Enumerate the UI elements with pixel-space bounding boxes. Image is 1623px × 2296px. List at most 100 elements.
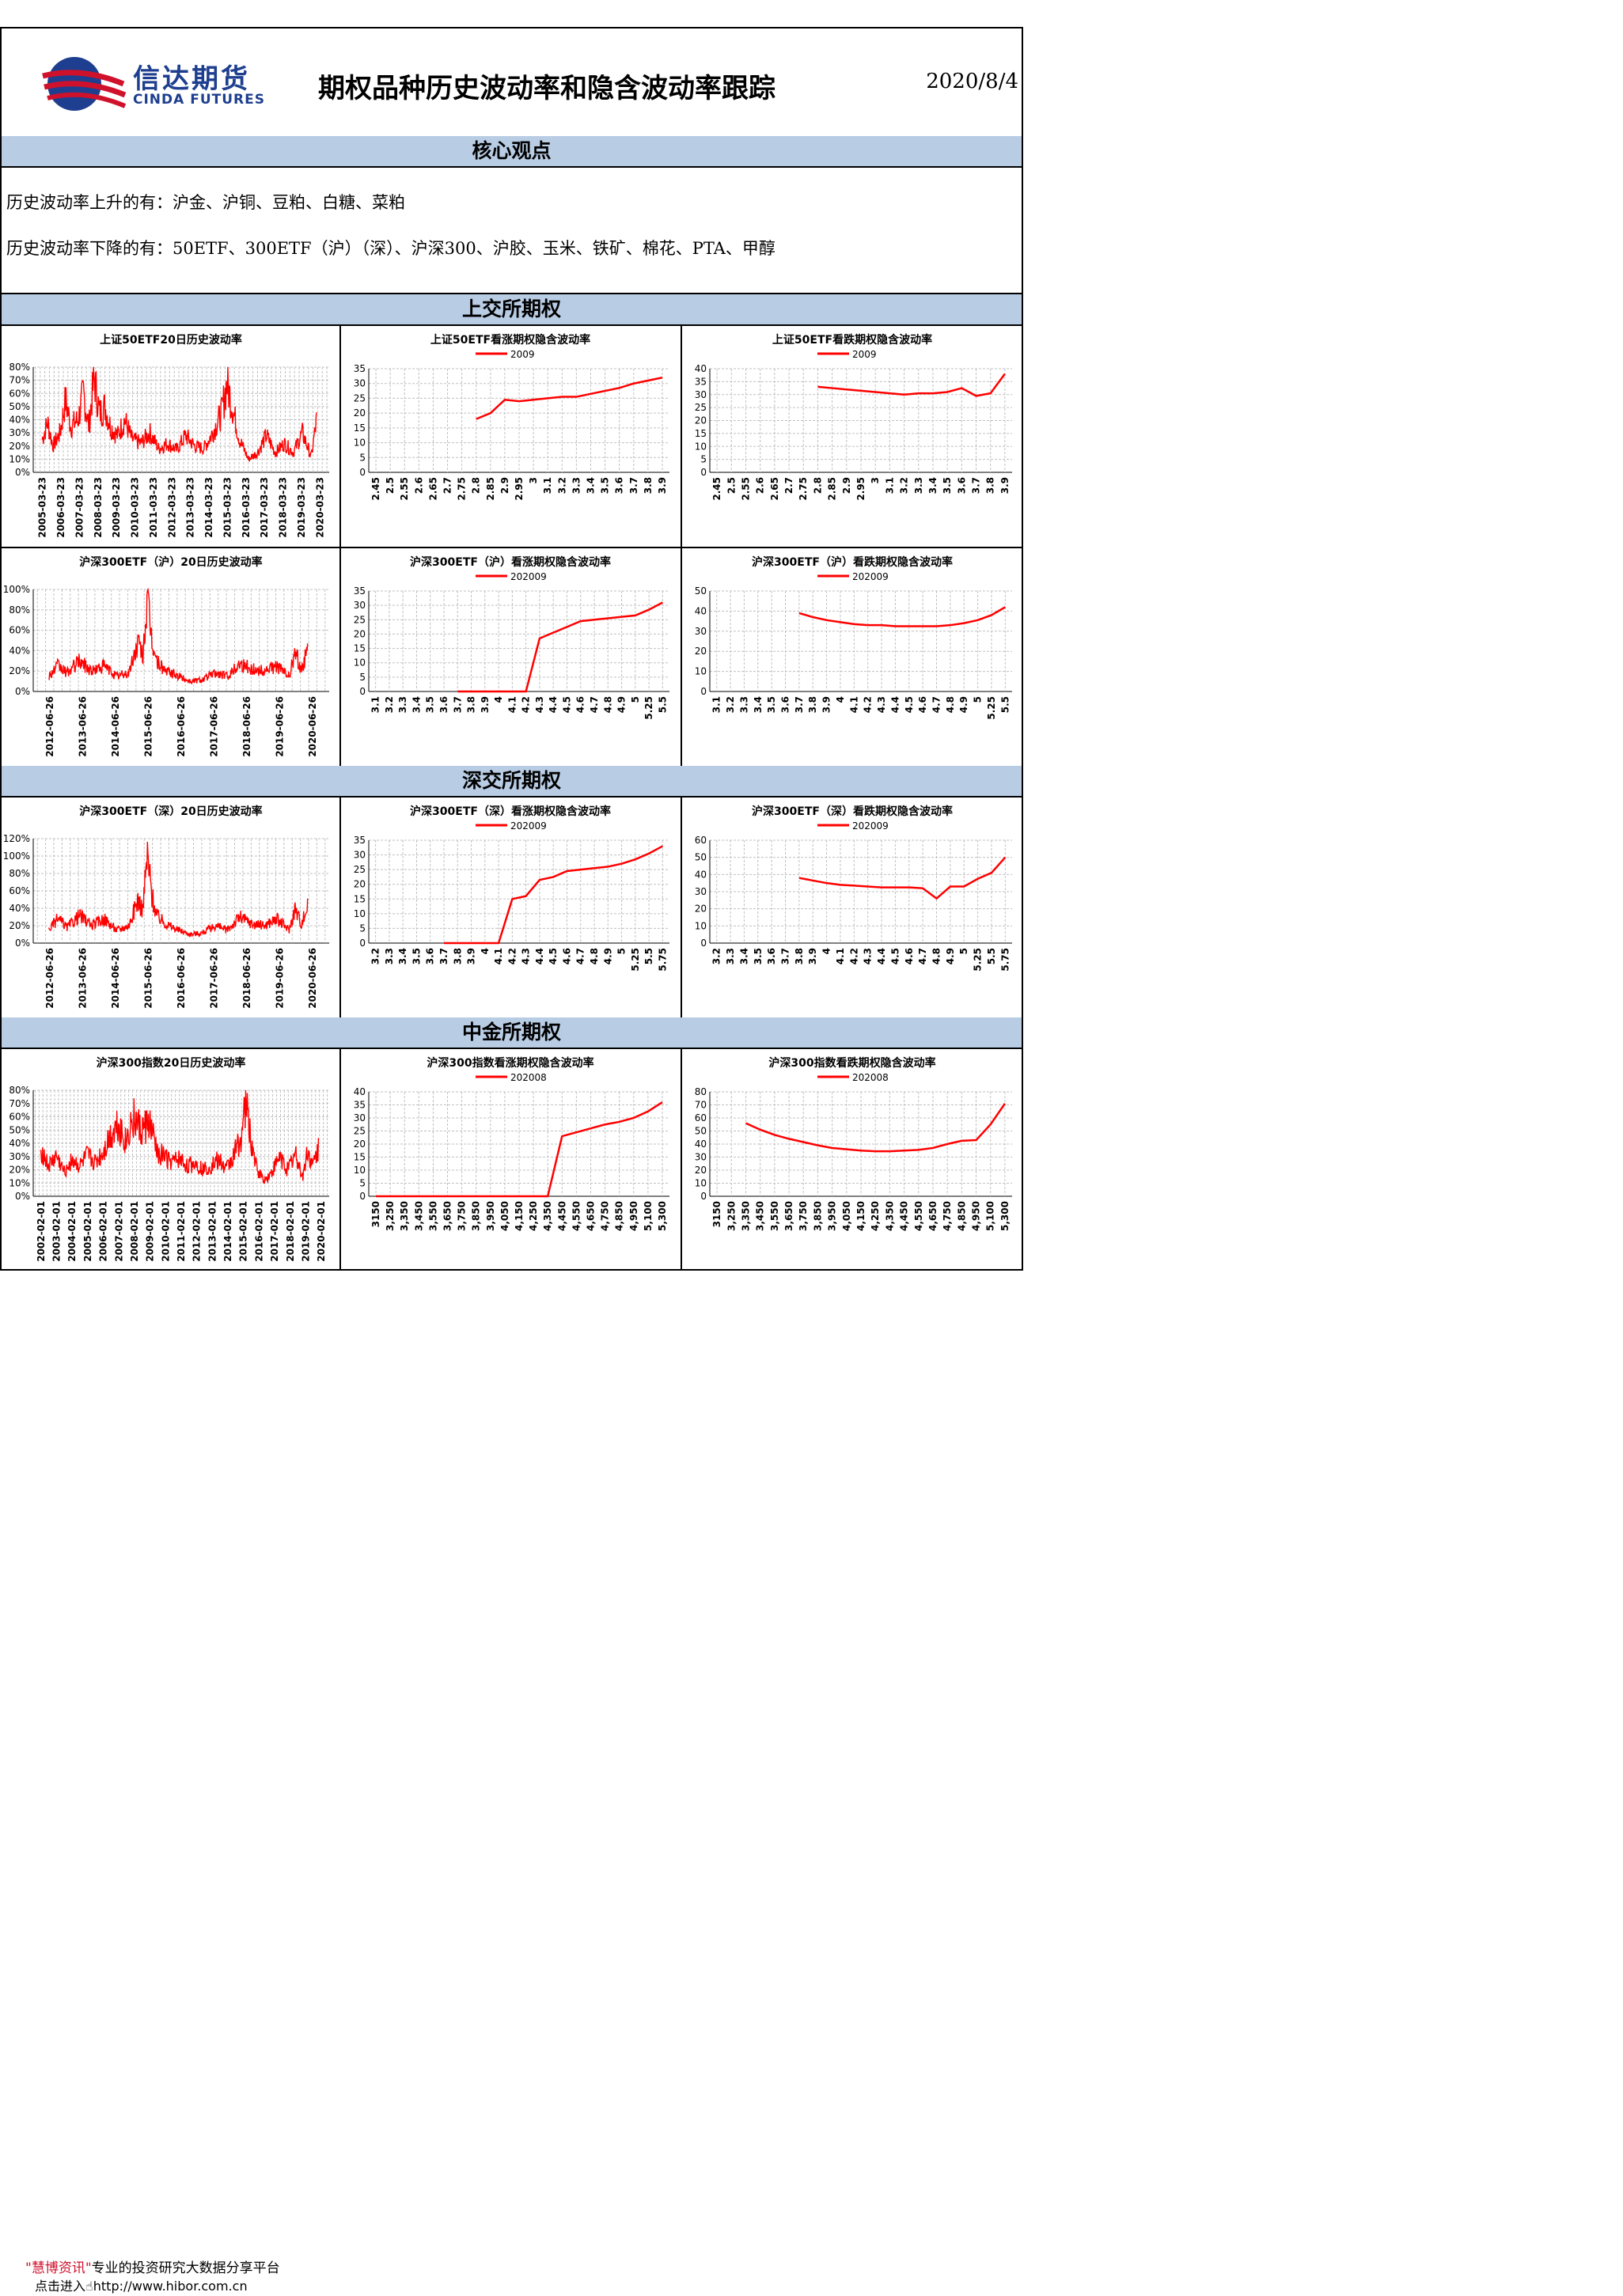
x-tick-label: 2007-03-23 [74,477,85,538]
x-tick-label: 3.1 [542,477,553,494]
x-tick-label: 2014-02-01 [222,1201,233,1262]
y-tick-label: 20% [9,665,30,676]
y-tick-label: 60% [9,625,30,636]
x-tick-label: 4,150 [514,1201,525,1231]
y-tick-label: 10 [695,1178,707,1189]
x-tick-label: 3.5 [411,948,422,964]
x-tick-label: 3.7 [780,948,791,964]
x-tick-label: 4.7 [589,696,600,713]
x-tick-label: 3.4 [397,948,408,964]
y-tick-label: 0 [359,686,366,697]
x-tick-label: 3.8 [807,696,818,713]
x-tick-label: 2.75 [457,477,468,501]
y-tick-label: 0% [15,686,30,697]
x-tick-label: 3.6 [956,477,967,494]
y-tick-label: 25 [354,864,366,875]
x-tick-label: 5.25 [630,948,641,972]
x-tick-label: 3150 [370,1201,381,1227]
x-tick-label: 2016-06-26 [176,948,187,1009]
x-tick-label: 5.25 [986,696,997,720]
y-tick-label: 15 [354,1152,366,1163]
x-tick-label: 2.95 [855,477,866,501]
x-tick-label: 4,850 [956,1201,967,1231]
x-tick-label: 3.9 [657,477,668,494]
y-tick-label: 30 [354,378,366,389]
legend-label: 2009 [510,349,535,360]
x-tick-label: 5.5 [999,696,1011,713]
x-tick-label: 4.3 [521,948,532,964]
footer-enter-label: 点击进入 [35,2279,86,2294]
x-tick-label: 4.8 [589,948,600,964]
footer-link-line: 点击进入☝http://www.hibor.com.cn [35,2275,248,2294]
x-tick-label: 3,450 [413,1201,424,1231]
y-tick-label: 20 [354,879,366,890]
x-tick-label: 4 [493,696,504,703]
y-tick-label: 100% [3,851,30,862]
cinda-logo: 信达期货 CINDA FUTURES [41,52,286,116]
y-tick-label: 50 [695,585,707,597]
x-tick-label: 2.65 [769,477,780,501]
x-tick-label: 4,650 [585,1201,596,1231]
y-tick-label: 40 [695,363,707,374]
x-tick-label: 4.8 [945,696,956,713]
chart-title: 沪深300ETF（沪）看涨期权隐含波动率 [410,555,611,569]
y-tick-label: 25 [354,1126,366,1137]
x-tick-label: 4,450 [556,1201,567,1231]
legend-label: 202008 [510,1072,547,1083]
x-tick-label: 4.2 [521,696,532,713]
x-tick-label: 5.25 [643,696,654,720]
x-tick-label: 4,050 [499,1201,510,1231]
x-tick-label: 3.7 [971,477,982,494]
x-tick-label: 4.1 [493,948,504,964]
y-tick-label: 25 [354,614,366,625]
x-tick-label: 4.5 [561,696,572,713]
y-tick-label: 60% [9,885,30,896]
x-tick-label: 4.9 [945,948,956,964]
y-tick-label: 30 [695,886,707,897]
x-tick-label: 3.3 [384,948,395,964]
chart-50etf-put-iv: 上证50ETF看跌期权隐含波动率 2009 0 5 10 15 20 25 30 35 40 2.45… [695,333,1012,501]
x-tick-label: 4.1 [506,696,518,713]
column-divider [339,1049,341,1271]
x-tick-label: 3.2 [899,477,910,494]
x-tick-label: 2.9 [499,477,510,494]
x-tick-label: 4 [821,948,832,954]
y-tick-label: 40% [9,1138,30,1149]
x-tick-label: 3.1 [711,696,722,713]
series-line [47,841,309,938]
y-tick-label: 20% [9,920,30,931]
y-tick-label: 30% [9,427,30,438]
x-tick-label: 2015-02-01 [238,1201,249,1262]
x-tick-label: 2.6 [413,477,424,494]
x-tick-label: 4.6 [575,696,586,713]
x-tick-label: 3.5 [942,477,953,494]
x-tick-label: 4,150 [855,1201,866,1231]
y-tick-label: 10 [354,908,366,919]
x-tick-label: 4.5 [889,948,901,964]
x-tick-label: 5,300 [999,1201,1011,1231]
x-tick-label: 3.9 [466,948,477,964]
y-tick-label: 60% [9,388,30,399]
x-tick-label: 4,250 [870,1201,881,1231]
x-tick-label: 2005-03-23 [37,477,48,538]
y-tick-label: 80% [9,868,30,879]
y-tick-label: 0 [700,1191,707,1202]
x-tick-label: 2012-03-23 [166,477,177,538]
x-tick-label: 4.6 [561,948,572,964]
x-tick-label: 3.9 [821,696,832,713]
hv-falling-text: 历史波动率下降的有：50ETF、300ETF（沪）（深）、沪深300、沪胶、玉米… [6,239,775,258]
chart-300etf-sz-call-iv: 沪深300ETF（深）看涨期权隐含波动率 202009 0 5 10 15 20 25 30 35… [354,805,669,972]
x-tick-label: 2018-03-23 [278,477,289,538]
x-tick-label: 2010-03-23 [130,477,141,538]
x-tick-label: 2003-02-01 [51,1201,63,1262]
x-tick-label: 4.9 [616,696,628,713]
x-tick-label: 3.2 [370,948,381,964]
y-tick-label: 80 [695,1086,707,1097]
chart-csi300-hv: 沪深300指数20日历史波动率 0% 10%20% 30% 40% 50%60% 70% 80… [9,1056,329,1262]
x-tick-label: 2013-06-26 [77,696,88,757]
y-tick-label: 20 [695,1165,707,1176]
footer-url-link[interactable]: http://www.hibor.com.cn [93,2279,248,2294]
x-tick-label: 4.1 [835,948,846,964]
y-tick-label: 80% [9,362,30,373]
y-tick-label: 35 [354,585,366,597]
